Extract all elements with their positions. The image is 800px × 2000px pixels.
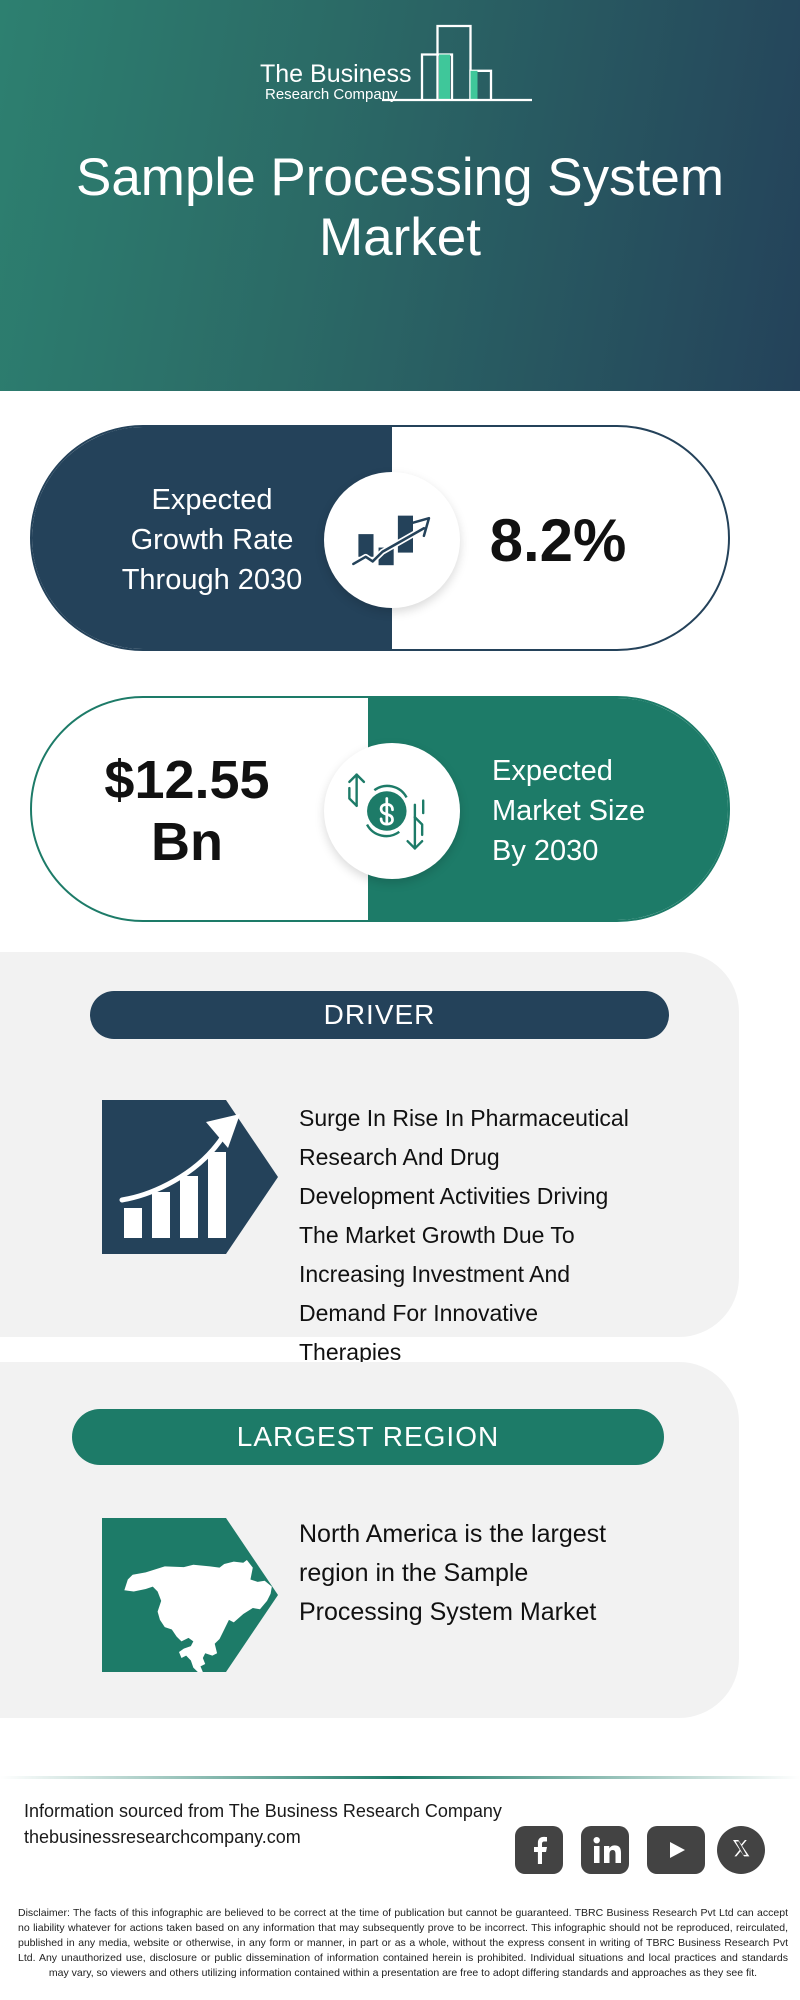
svg-text:Research Company: Research Company [265,86,398,103]
svg-text:The Business: The Business [260,60,411,88]
